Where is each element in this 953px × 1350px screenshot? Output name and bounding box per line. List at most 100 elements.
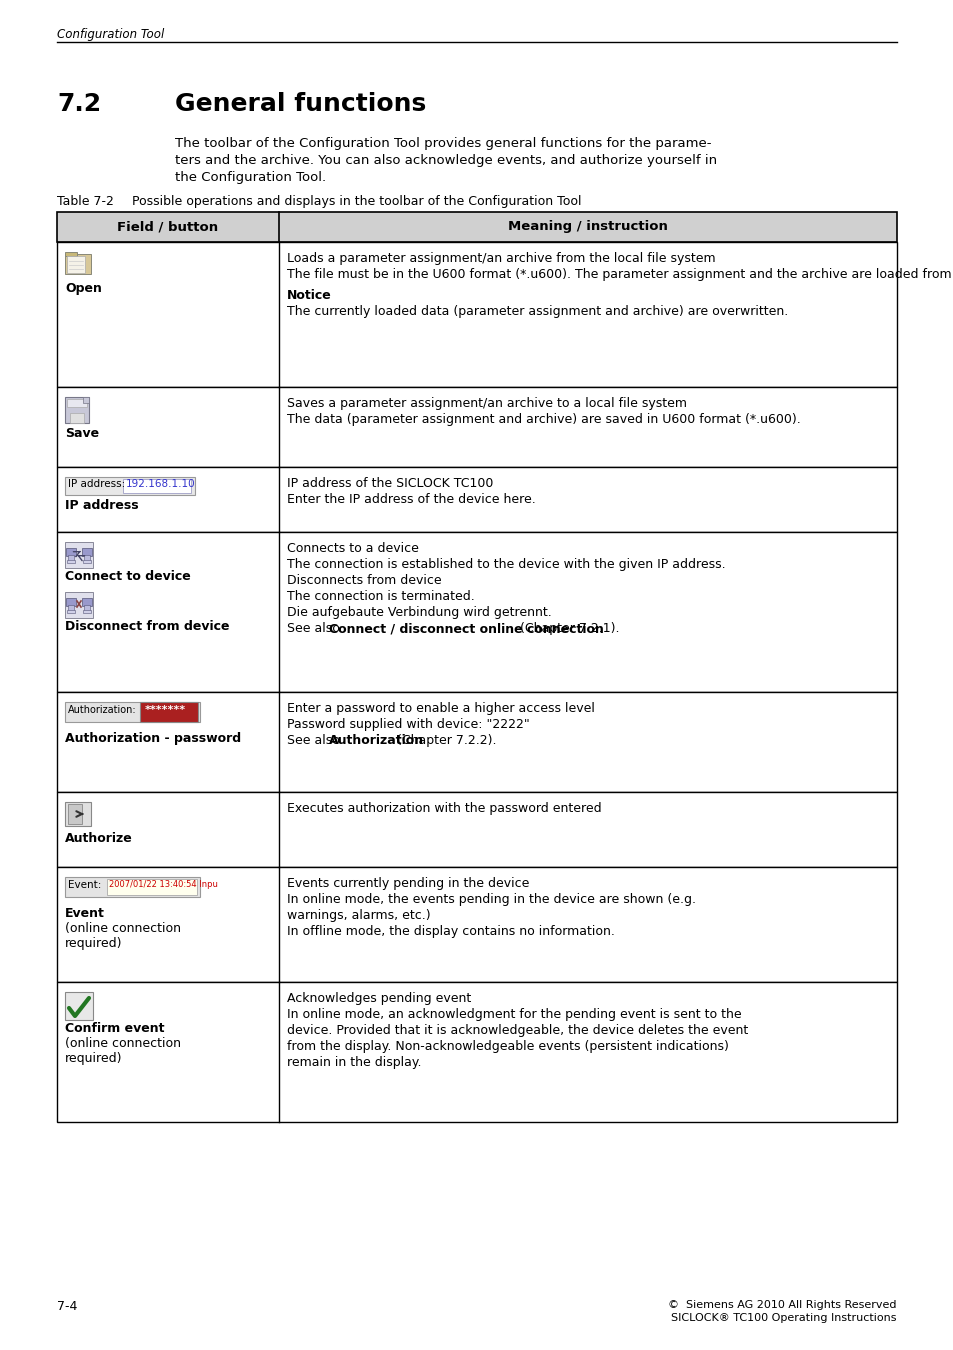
Text: The toolbar of the Configuration Tool provides general functions for the parame-: The toolbar of the Configuration Tool pr… — [174, 136, 711, 150]
Bar — [57, 867, 896, 981]
Bar — [140, 702, 198, 722]
Text: In online mode, an acknowledgment for the pending event is sent to the: In online mode, an acknowledgment for th… — [287, 1008, 740, 1021]
Text: Die aufgebaute Verbindung wird getrennt.: Die aufgebaute Verbindung wird getrennt. — [287, 606, 551, 620]
Text: IP address of the SICLOCK TC100: IP address of the SICLOCK TC100 — [287, 477, 493, 490]
Text: Events currently pending in the device: Events currently pending in the device — [287, 878, 529, 890]
Bar — [57, 981, 896, 1122]
Text: Enter the IP address of the device here.: Enter the IP address of the device here. — [287, 493, 536, 506]
Text: Event:: Event: — [68, 880, 101, 890]
Bar — [83, 610, 91, 613]
Bar — [65, 252, 77, 256]
Text: required): required) — [65, 1052, 122, 1065]
Text: *******: ******* — [145, 705, 186, 716]
Text: Configuration Tool: Configuration Tool — [57, 28, 164, 40]
Bar — [57, 792, 896, 867]
Text: Loads a parameter assignment/an archive from the local file system: Loads a parameter assignment/an archive … — [287, 252, 715, 265]
Bar — [65, 541, 92, 568]
Bar — [68, 805, 82, 823]
Bar — [84, 555, 90, 562]
Bar — [65, 477, 194, 495]
Text: 2007/01/22 13:40:54 Inpu: 2007/01/22 13:40:54 Inpu — [109, 880, 217, 890]
Text: Table 7-2: Table 7-2 — [57, 194, 113, 208]
Text: The currently loaded data (parameter assignment and archive) are overwritten.: The currently loaded data (parameter ass… — [287, 305, 787, 319]
Bar — [83, 560, 91, 563]
Text: Disconnect from device: Disconnect from device — [65, 620, 230, 633]
Text: SICLOCK® TC100 Operating Instructions: SICLOCK® TC100 Operating Instructions — [671, 1314, 896, 1323]
Text: The connection is established to the device with the given IP address.: The connection is established to the dev… — [287, 558, 725, 571]
Polygon shape — [83, 397, 89, 404]
Bar — [66, 548, 76, 556]
Text: The connection is terminated.: The connection is terminated. — [287, 590, 475, 603]
Text: In online mode, the events pending in the device are shown (e.g.: In online mode, the events pending in th… — [287, 892, 696, 906]
Text: (Chapter 7.2.1).: (Chapter 7.2.1). — [516, 622, 618, 634]
Text: Acknowledges pending event: Acknowledges pending event — [287, 992, 471, 1004]
Bar — [67, 256, 85, 273]
Text: remain in the display.: remain in the display. — [287, 1056, 421, 1069]
Text: In offline mode, the display contains no information.: In offline mode, the display contains no… — [287, 925, 615, 938]
Text: Disconnects from device: Disconnects from device — [287, 574, 441, 587]
Text: See also: See also — [287, 622, 343, 634]
Text: Field / button: Field / button — [117, 220, 218, 234]
Text: Confirm event: Confirm event — [65, 1022, 164, 1035]
Bar — [82, 548, 91, 556]
Bar — [84, 605, 90, 612]
Text: IP address:: IP address: — [68, 479, 125, 489]
Text: Notice: Notice — [287, 289, 332, 302]
Text: Connects to a device: Connects to a device — [287, 541, 418, 555]
Bar — [65, 397, 89, 423]
Text: The data (parameter assignment and archive) are saved in U600 format (*.u600).: The data (parameter assignment and archi… — [287, 413, 800, 427]
Bar — [68, 555, 74, 562]
Text: (online connection: (online connection — [65, 922, 181, 936]
Text: Open: Open — [65, 282, 102, 296]
Text: IP address: IP address — [65, 500, 138, 512]
Text: 7-4: 7-4 — [57, 1300, 77, 1314]
Text: Authorization: Authorization — [329, 734, 424, 747]
Text: ters and the archive. You can also acknowledge events, and authorize yourself in: ters and the archive. You can also ackno… — [174, 154, 717, 167]
Text: See also: See also — [287, 734, 343, 747]
Bar — [66, 598, 76, 606]
Bar — [67, 610, 75, 613]
Bar — [70, 413, 84, 423]
Text: ©  Siemens AG 2010 All Rights Reserved: © Siemens AG 2010 All Rights Reserved — [668, 1300, 896, 1310]
Bar — [57, 693, 896, 792]
Text: The file must be in the U600 format (*.u600). The parameter assignment and the a: The file must be in the U600 format (*.u… — [287, 269, 953, 281]
Text: (online connection: (online connection — [65, 1037, 181, 1050]
Text: Possible operations and displays in the toolbar of the Configuration Tool: Possible operations and displays in the … — [132, 194, 581, 208]
Bar — [57, 467, 896, 532]
Text: Authorization - password: Authorization - password — [65, 732, 241, 745]
Bar — [65, 878, 200, 896]
Text: Saves a parameter assignment/an archive to a local file system: Saves a parameter assignment/an archive … — [287, 397, 686, 410]
Text: Event: Event — [65, 907, 105, 919]
Bar — [57, 387, 896, 467]
Bar — [123, 479, 191, 493]
Bar — [65, 802, 91, 826]
Text: Meaning / instruction: Meaning / instruction — [508, 220, 667, 234]
Bar — [65, 254, 91, 274]
Text: Enter a password to enable a higher access level: Enter a password to enable a higher acce… — [287, 702, 595, 716]
Text: Password supplied with device: "2222": Password supplied with device: "2222" — [287, 718, 529, 730]
Bar — [65, 702, 200, 722]
Bar — [65, 593, 92, 618]
Text: Authorization:: Authorization: — [68, 705, 136, 716]
Bar — [57, 212, 896, 242]
Bar — [67, 560, 75, 563]
Bar — [57, 532, 896, 693]
Bar — [82, 598, 91, 606]
Bar — [65, 992, 92, 1021]
Text: General functions: General functions — [174, 92, 426, 116]
Text: required): required) — [65, 937, 122, 950]
Bar — [67, 400, 87, 406]
Text: the Configuration Tool.: the Configuration Tool. — [174, 171, 326, 184]
Text: device. Provided that it is acknowledgeable, the device deletes the event: device. Provided that it is acknowledgea… — [287, 1025, 747, 1037]
Text: Connect / disconnect online connection: Connect / disconnect online connection — [329, 622, 603, 634]
Text: Connect to device: Connect to device — [65, 570, 191, 583]
Text: Save: Save — [65, 427, 99, 440]
Text: Authorize: Authorize — [65, 832, 132, 845]
Bar — [68, 605, 74, 612]
Text: (Chapter 7.2.2).: (Chapter 7.2.2). — [393, 734, 496, 747]
Text: 7.2: 7.2 — [57, 92, 101, 116]
Text: 192.168.1.10: 192.168.1.10 — [126, 479, 195, 489]
Text: from the display. Non-acknowledgeable events (persistent indications): from the display. Non-acknowledgeable ev… — [287, 1040, 728, 1053]
Bar — [57, 242, 896, 387]
Text: warnings, alarms, etc.): warnings, alarms, etc.) — [287, 909, 430, 922]
